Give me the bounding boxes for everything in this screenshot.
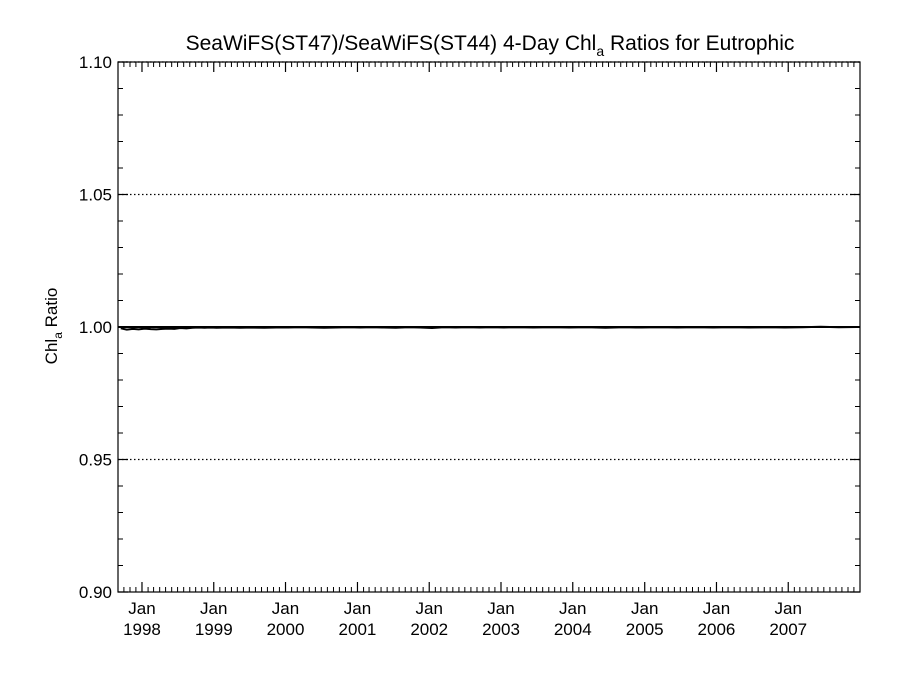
x-tick-label-month: Jan xyxy=(559,599,586,618)
x-tick-label-year: 2007 xyxy=(769,620,807,639)
chart-title-suffix: Ratios for Eutrophic xyxy=(604,32,794,55)
y-tick-label: 1.00 xyxy=(79,318,112,337)
x-tick-labels: Jan 1998 Jan 1999 Jan 2000 Jan 2001 Jan 2002 Jan 20… xyxy=(123,599,807,639)
y-tick-label: 1.05 xyxy=(79,186,112,205)
y-axis-label-suffix: Ratio xyxy=(42,288,61,332)
x-tick-label-month: Jan xyxy=(775,599,802,618)
y-tick-label: 0.95 xyxy=(79,451,112,470)
chart-title-subscript: a xyxy=(596,43,604,59)
axes xyxy=(117,61,861,593)
chart-title: SeaWiFS(ST47)/SeaWiFS(ST44) 4-Day Chla R… xyxy=(186,32,795,59)
x-tick-label-month: Jan xyxy=(200,599,227,618)
x-tick-label-year: 2001 xyxy=(339,620,377,639)
x-tick-label-year: 2002 xyxy=(410,620,448,639)
x-tick-label-month: Jan xyxy=(487,599,514,618)
y-axis-label-subscript: a xyxy=(51,332,65,339)
x-tick-label-year: 2000 xyxy=(267,620,305,639)
x-tick-label-month: Jan xyxy=(703,599,730,618)
x-tick-label-year: 2004 xyxy=(554,620,592,639)
x-tick-label-year: 2006 xyxy=(698,620,736,639)
gridlines xyxy=(118,61,860,461)
x-tick-label-month: Jan xyxy=(631,599,658,618)
x-tick-label-month: Jan xyxy=(416,599,443,618)
y-axis-label-prefix: Chl xyxy=(42,339,61,365)
series-group xyxy=(120,325,857,331)
x-tick-label-month: Jan xyxy=(344,599,371,618)
chart-title-prefix: SeaWiFS(ST47)/SeaWiFS(ST44) 4-Day Chl xyxy=(186,32,597,55)
x-tick-label-month: Jan xyxy=(128,599,155,618)
y-tick-label: 0.90 xyxy=(79,583,112,602)
y-tick-label: 1.10 xyxy=(79,53,112,72)
x-tick-label-year: 1998 xyxy=(123,620,161,639)
x-tick-label-year: 2005 xyxy=(626,620,664,639)
x-tick-label-year: 1999 xyxy=(195,620,233,639)
series-line xyxy=(120,325,857,331)
y-tick-labels: 0.90 0.95 1.00 1.05 1.10 xyxy=(79,53,112,602)
x-tick-label-month: Jan xyxy=(272,599,299,618)
y-axis-label: Chla Ratio xyxy=(42,288,65,365)
x-tick-label-year: 2003 xyxy=(482,620,520,639)
